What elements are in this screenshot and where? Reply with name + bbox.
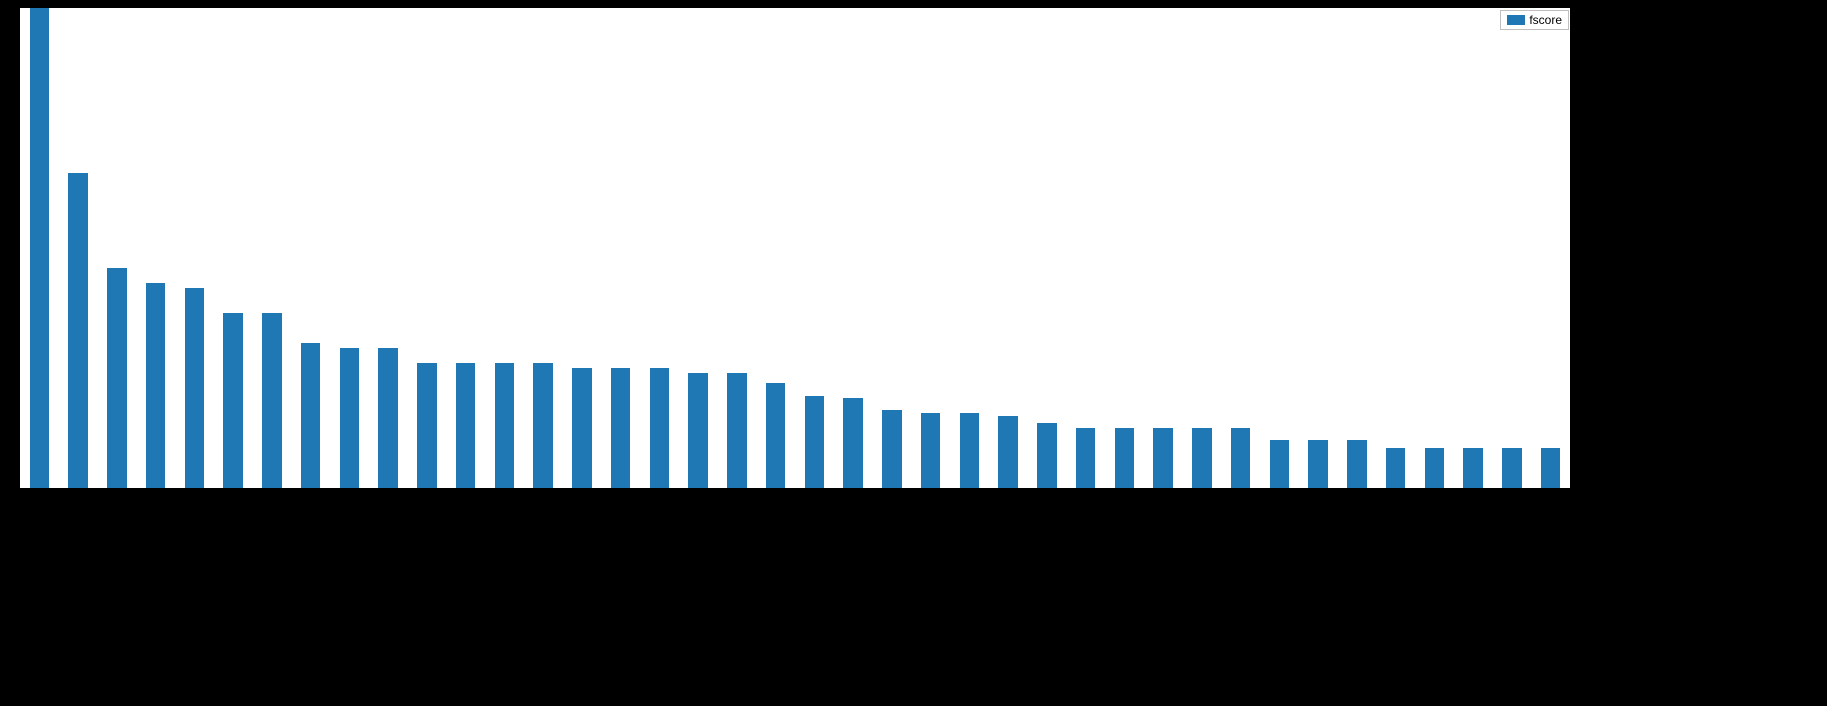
bar	[1192, 428, 1211, 488]
bar	[1037, 423, 1056, 488]
bar	[533, 363, 552, 488]
bar	[998, 416, 1017, 488]
bar	[805, 396, 824, 488]
bar	[688, 373, 707, 488]
legend-swatch	[1507, 15, 1525, 25]
bar	[1115, 428, 1134, 488]
bar	[611, 368, 630, 488]
bar	[68, 173, 87, 488]
bar	[378, 348, 397, 488]
bar	[1308, 440, 1327, 488]
bar	[1347, 440, 1366, 488]
legend-label: fscore	[1529, 13, 1562, 27]
bar	[1153, 428, 1172, 488]
bar	[727, 373, 746, 488]
chart-legend: fscore	[1500, 10, 1569, 30]
bar	[223, 313, 242, 488]
bar	[1231, 428, 1250, 488]
bar	[766, 383, 785, 488]
bar	[960, 413, 979, 488]
bar	[495, 363, 514, 488]
bar	[1386, 448, 1405, 488]
bar	[185, 288, 204, 488]
bar	[262, 313, 281, 488]
bar	[921, 413, 940, 488]
bar	[1541, 448, 1560, 488]
bar	[882, 410, 901, 488]
bar	[1502, 448, 1521, 488]
bar	[340, 348, 359, 488]
bar	[1463, 448, 1482, 488]
bar	[1076, 428, 1095, 488]
bar	[30, 8, 49, 488]
bar	[843, 398, 862, 488]
bar	[107, 268, 126, 488]
bar	[301, 343, 320, 488]
bar	[572, 368, 591, 488]
chart-plot-area	[20, 8, 1570, 488]
bar	[146, 283, 165, 488]
bar	[417, 363, 436, 488]
bar	[456, 363, 475, 488]
bar	[1425, 448, 1444, 488]
bar	[1270, 440, 1289, 488]
bar	[650, 368, 669, 488]
